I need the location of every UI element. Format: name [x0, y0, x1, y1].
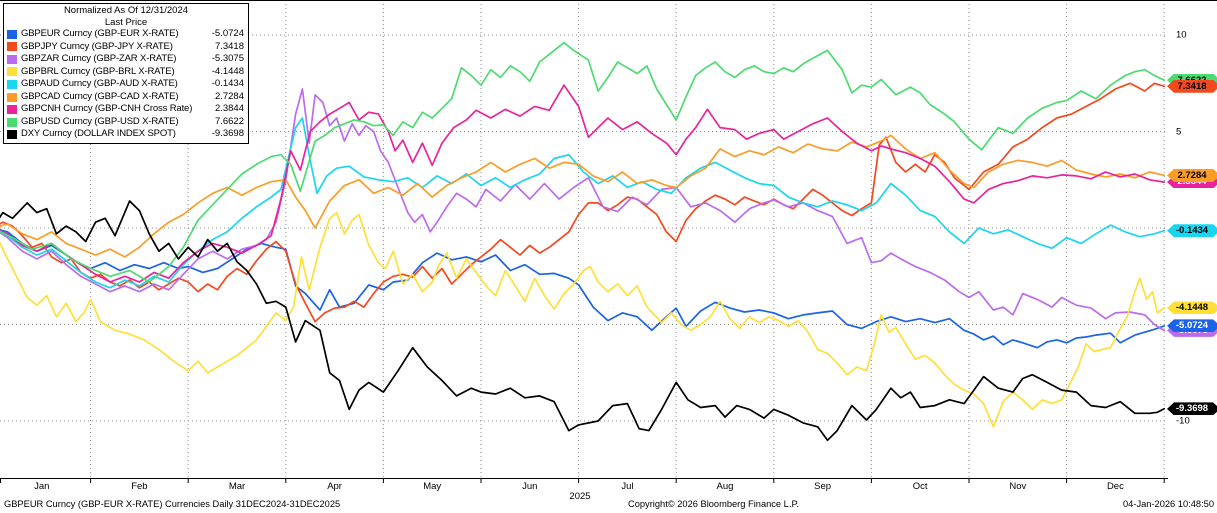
legend-swatch-icon — [7, 67, 17, 77]
month-label-oct: Oct — [912, 481, 928, 492]
last-price-pill-GBPEUR: -5.0724 — [1167, 319, 1217, 332]
legend-swatch-icon — [7, 92, 17, 102]
legend-item-GBPJPY: GBPJPY Curncy (GBP-JPY X-RATE) 7.3418 — [4, 41, 248, 54]
legend-subtitle: Last Price — [104, 16, 148, 28]
month-label-jun: Jun — [522, 481, 538, 492]
legend-rows: GBPEUR Curncy (GBP-EUR X-RATE) -5.0724 GBP… — [4, 28, 248, 141]
legend-item-GBPZAR: GBPZAR Curncy (GBP-ZAR X-RATE) -5.3075 — [4, 53, 248, 66]
legend-item-name: GBPEUR Curncy (GBP-EUR X-RATE) — [21, 28, 179, 39]
month-label-mar: Mar — [228, 481, 246, 492]
series-line-GBPZAR — [0, 88, 1166, 332]
legend-item-GBPCNH: GBPCNH Curncy (GBP-CNH Cross Rate) 2.3844 — [4, 103, 248, 116]
legend-box: Normalized As Of 12/31/2024 Last Price G… — [3, 3, 249, 144]
series-line-DXY — [0, 200, 1166, 442]
legend-item-GBPEUR: GBPEUR Curncy (GBP-EUR X-RATE) -5.0724 — [4, 28, 248, 41]
month-label-dec: Dec — [1106, 481, 1124, 492]
month-label-sep: Sep — [814, 481, 832, 492]
y-tick-label: 10 — [1176, 29, 1187, 41]
legend-item-name: GBPUSD Curncy (GBP-USD X-RATE) — [21, 115, 179, 127]
last-price-pill-DXY: -9.3698 — [1167, 402, 1217, 415]
legend-item-GBPBRL: GBPBRL Curncy (GBP-BRL X-RATE) -4.1448 — [4, 66, 248, 79]
legend-title: Normalized As Of 12/31/2024 — [63, 5, 189, 16]
legend-item-value: 7.3418 — [214, 40, 244, 52]
footer-copyright: Copyright© 2026 Bloomberg Finance L.P. — [628, 499, 800, 509]
legend-swatch-icon — [7, 130, 17, 140]
month-label-apr: Apr — [327, 481, 342, 492]
series-line-GBPUSD — [0, 41, 1166, 283]
month-label-feb: Feb — [131, 481, 148, 492]
legend-swatch-icon — [7, 42, 17, 52]
legend-item-name: GBPZAR Curncy (GBP-ZAR X-RATE) — [21, 53, 177, 65]
legend-item-name: GBPCNH Curncy (GBP-CNH Cross Rate) — [21, 103, 193, 115]
legend-item-value: -5.0724 — [211, 28, 244, 39]
legend-swatch-icon — [7, 79, 17, 89]
legend-item-DXY: DXY Curncy (DOLLAR INDEX SPOT) -9.3698 — [4, 128, 248, 141]
footer-chart-description: GBPEUR Curncy (GBP-EUR X-RATE) Currencie… — [4, 499, 341, 509]
legend-item-name: GBPCAD Curncy (GBP-CAD X-RATE) — [21, 90, 179, 102]
x-axis-year-label: 2025 — [569, 491, 591, 502]
legend-item-GBPCAD: GBPCAD Curncy (GBP-CAD X-RATE) 2.7284 — [4, 91, 248, 104]
legend-item-name: DXY Curncy (DOLLAR INDEX SPOT) — [21, 128, 176, 140]
legend-item-GBPUSD: GBPUSD Curncy (GBP-USD X-RATE) 7.6622 — [4, 116, 248, 129]
legend-item-GBPAUD: GBPAUD Curncy (GBP-AUD X-RATE) -0.1434 — [4, 78, 248, 91]
last-price-pill-GBPJPY: 7.3418 — [1167, 80, 1217, 93]
month-label-aug: Aug — [716, 481, 734, 492]
y-tick-label: 5 — [1176, 126, 1182, 137]
series-line-GBPCAD — [0, 134, 1166, 258]
legend-item-name: GBPJPY Curncy (GBP-JPY X-RATE) — [21, 40, 173, 52]
legend-item-value: 7.6622 — [214, 115, 244, 127]
series-line-GBPEUR — [0, 228, 1166, 349]
legend-item-value: -9.3698 — [211, 128, 244, 140]
legend-swatch-icon — [7, 29, 17, 39]
last-price-pill-GBPCAD: 2.7284 — [1167, 169, 1217, 182]
last-price-pill-GBPAUD: -0.1434 — [1167, 224, 1217, 237]
legend-swatch-icon — [7, 117, 17, 127]
month-label-jan: Jan — [34, 481, 50, 492]
legend-item-value: 2.7284 — [214, 90, 244, 102]
legend-item-name: GBPBRL Curncy (GBP-BRL X-RATE) — [21, 65, 175, 77]
series-line-GBPCNH — [0, 84, 1166, 283]
month-label-nov: Nov — [1009, 481, 1027, 492]
legend-item-value: -5.3075 — [211, 53, 244, 65]
series-line-GBPBRL — [0, 211, 1166, 428]
legend-swatch-icon — [7, 105, 17, 115]
y-tick-label: -10 — [1176, 415, 1190, 427]
legend-item-name: GBPAUD Curncy (GBP-AUD X-RATE) — [21, 78, 178, 90]
month-label-may: May — [423, 481, 442, 492]
legend-item-value: -4.1448 — [211, 65, 244, 77]
legend-swatch-icon — [7, 54, 17, 64]
legend-item-value: 2.3844 — [214, 103, 244, 115]
legend-item-value: -0.1434 — [211, 78, 244, 90]
last-price-pill-GBPBRL: -4.1448 — [1167, 301, 1217, 314]
month-label-jul: Jul — [621, 481, 634, 492]
footer-bar: GBPEUR Curncy (GBP-EUR X-RATE) Currencie… — [0, 497, 1217, 513]
footer-timestamp: 04-Jan-2026 10:48:50 — [1123, 499, 1214, 509]
